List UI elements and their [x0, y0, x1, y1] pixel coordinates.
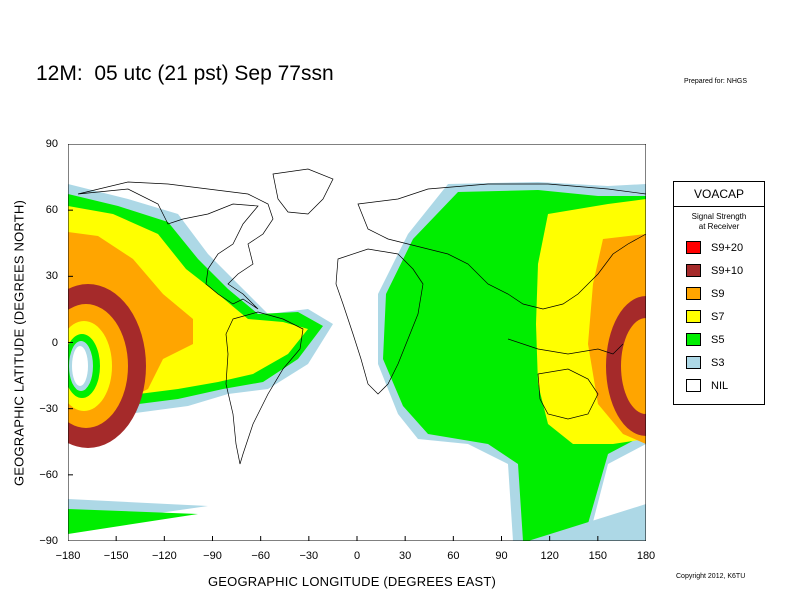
x-tick-label: 120 [540, 550, 559, 562]
legend-subtitle-line1: Signal Strength [691, 212, 747, 221]
y-tick-label: −30 [39, 402, 58, 415]
coverage-s3-south-east [528, 504, 646, 541]
legend-item: S7 [686, 309, 764, 324]
legend-swatch [686, 241, 701, 254]
coverage-nil-west-center [72, 346, 88, 386]
legend-label: S3 [711, 356, 725, 369]
y-tick-label: 30 [45, 270, 58, 283]
legend-item: S5 [686, 332, 764, 347]
legend-item: S9+20 [686, 240, 764, 255]
prepared-for-note: Prepared for: NHGS [684, 78, 748, 85]
x-tick-label: −180 [55, 550, 81, 562]
x-tick-label: −30 [299, 550, 319, 562]
y-tick-label: 90 [45, 138, 58, 150]
y-tick-label: 60 [45, 204, 58, 217]
legend-item: S3 [686, 355, 764, 370]
y-tick-label: −60 [39, 468, 58, 481]
legend-label: S9 [711, 287, 725, 300]
legend-swatch [686, 264, 701, 277]
legend-swatch [686, 379, 701, 392]
legend: VOACAP Signal Strength at Receiver S9+20… [673, 181, 765, 405]
legend-label: S9+20 [711, 241, 744, 254]
x-tick-label: 30 [399, 550, 412, 562]
x-tick-label: −120 [151, 550, 177, 562]
x-tick-label: 0 [353, 550, 361, 562]
legend-swatch [686, 356, 701, 369]
x-tick-label: 150 [588, 550, 608, 562]
coastlines [77, 168, 646, 465]
x-tick-label: −150 [103, 550, 129, 562]
copyright-note: Copyright 2012, K6TU [676, 573, 746, 580]
y-axis-label: GEOGRAPHIC LATITUDE (DEGREES NORTH) [11, 199, 27, 487]
legend-subtitle: Signal Strength at Receiver [674, 212, 764, 232]
legend-swatch [686, 333, 701, 346]
legend-label: S5 [711, 333, 725, 346]
legend-label: NIL [711, 379, 729, 392]
x-tick-label: −60 [251, 550, 270, 562]
legend-label: S9+10 [711, 264, 744, 277]
legend-subtitle-line2: at Receiver [698, 222, 740, 231]
x-tick-label: 60 [447, 550, 460, 562]
x-tick-label: 180 [636, 550, 656, 562]
legend-item: NIL [686, 378, 764, 393]
x-tick-label: 90 [495, 550, 508, 562]
map-title: 12M: 05 utc (21 pst) Sep 77ssn [36, 62, 334, 85]
legend-label: S7 [711, 310, 725, 323]
legend-title: VOACAP [674, 182, 764, 207]
x-axis-label: GEOGRAPHIC LONGITUDE (DEGREES EAST) [208, 574, 496, 589]
legend-items: S9+20 S9+10 S9 S7 S5 S3 NIL [674, 240, 764, 393]
y-tick-label: 0 [51, 336, 58, 349]
coverage-map [68, 144, 646, 541]
x-tick-label: −90 [203, 550, 222, 562]
coverage-s9-east-ring [621, 318, 646, 414]
y-tick-label: −90 [39, 535, 58, 547]
coverage-s5-south [68, 509, 198, 534]
legend-item: S9 [686, 286, 764, 301]
legend-swatch [686, 310, 701, 323]
legend-swatch [686, 287, 701, 300]
legend-item: S9+10 [686, 263, 764, 278]
